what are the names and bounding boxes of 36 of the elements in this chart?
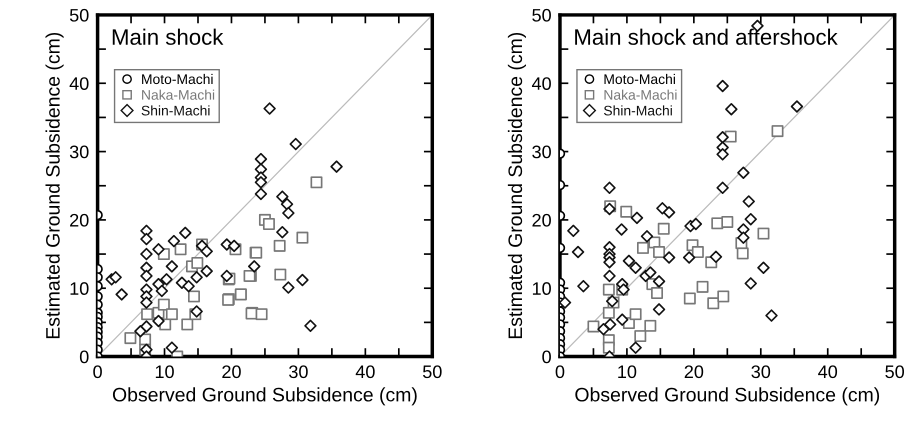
x-tick-label: 50 bbox=[885, 365, 904, 378]
x-tick-label: 20 bbox=[222, 365, 241, 378]
x-axis-title: Observed Ground Subsidence (cm) bbox=[575, 387, 880, 406]
y-tick-label: 30 bbox=[70, 146, 89, 158]
y-tick-label: 20 bbox=[532, 214, 551, 227]
y-tick-label: 20 bbox=[70, 214, 89, 227]
y-tick-label: 0 bbox=[80, 350, 89, 364]
x-tick-label: 10 bbox=[156, 365, 174, 378]
x-tick-label: 20 bbox=[684, 365, 704, 378]
chart-title: Main shock bbox=[112, 28, 224, 45]
legend-label: Shin-Machi bbox=[604, 105, 672, 116]
x-tick-label: 0 bbox=[93, 365, 102, 378]
x-tick-label: 40 bbox=[356, 365, 375, 378]
x-tick-label: 40 bbox=[818, 365, 838, 378]
x-tick-label: 10 bbox=[618, 365, 636, 378]
x-tick-label: 30 bbox=[751, 365, 770, 378]
y-axis-title: Estimated Ground Subsidence (cm) bbox=[508, 32, 526, 338]
y-tick-label: 50 bbox=[70, 8, 89, 22]
legend-label: Moto-Machi bbox=[142, 74, 213, 84]
legend-label: Moto-Machi bbox=[604, 74, 675, 84]
y-tick-label: 40 bbox=[532, 77, 551, 90]
legend-label: Shin-Machi bbox=[142, 105, 210, 116]
y-tick-label: 50 bbox=[532, 8, 551, 22]
x-axis-title: Observed Ground Subsidence (cm) bbox=[112, 387, 417, 406]
y-tick-label: 30 bbox=[532, 146, 551, 158]
legend-label: Naka-Machi bbox=[142, 90, 214, 100]
x-tick-label: 0 bbox=[556, 365, 564, 378]
chart-title: Main shock and aftershock bbox=[575, 28, 838, 45]
y-tick-label: 40 bbox=[70, 77, 89, 90]
x-tick-label: 30 bbox=[289, 365, 308, 378]
y-tick-label: 10 bbox=[532, 282, 551, 295]
y-tick-label: 0 bbox=[542, 350, 551, 364]
y-tick-label: 10 bbox=[70, 282, 89, 295]
legend-label: Naka-Machi bbox=[604, 90, 677, 100]
x-tick-label: 50 bbox=[422, 365, 442, 378]
y-axis-title: Estimated Ground Subsidence (cm) bbox=[45, 32, 64, 338]
